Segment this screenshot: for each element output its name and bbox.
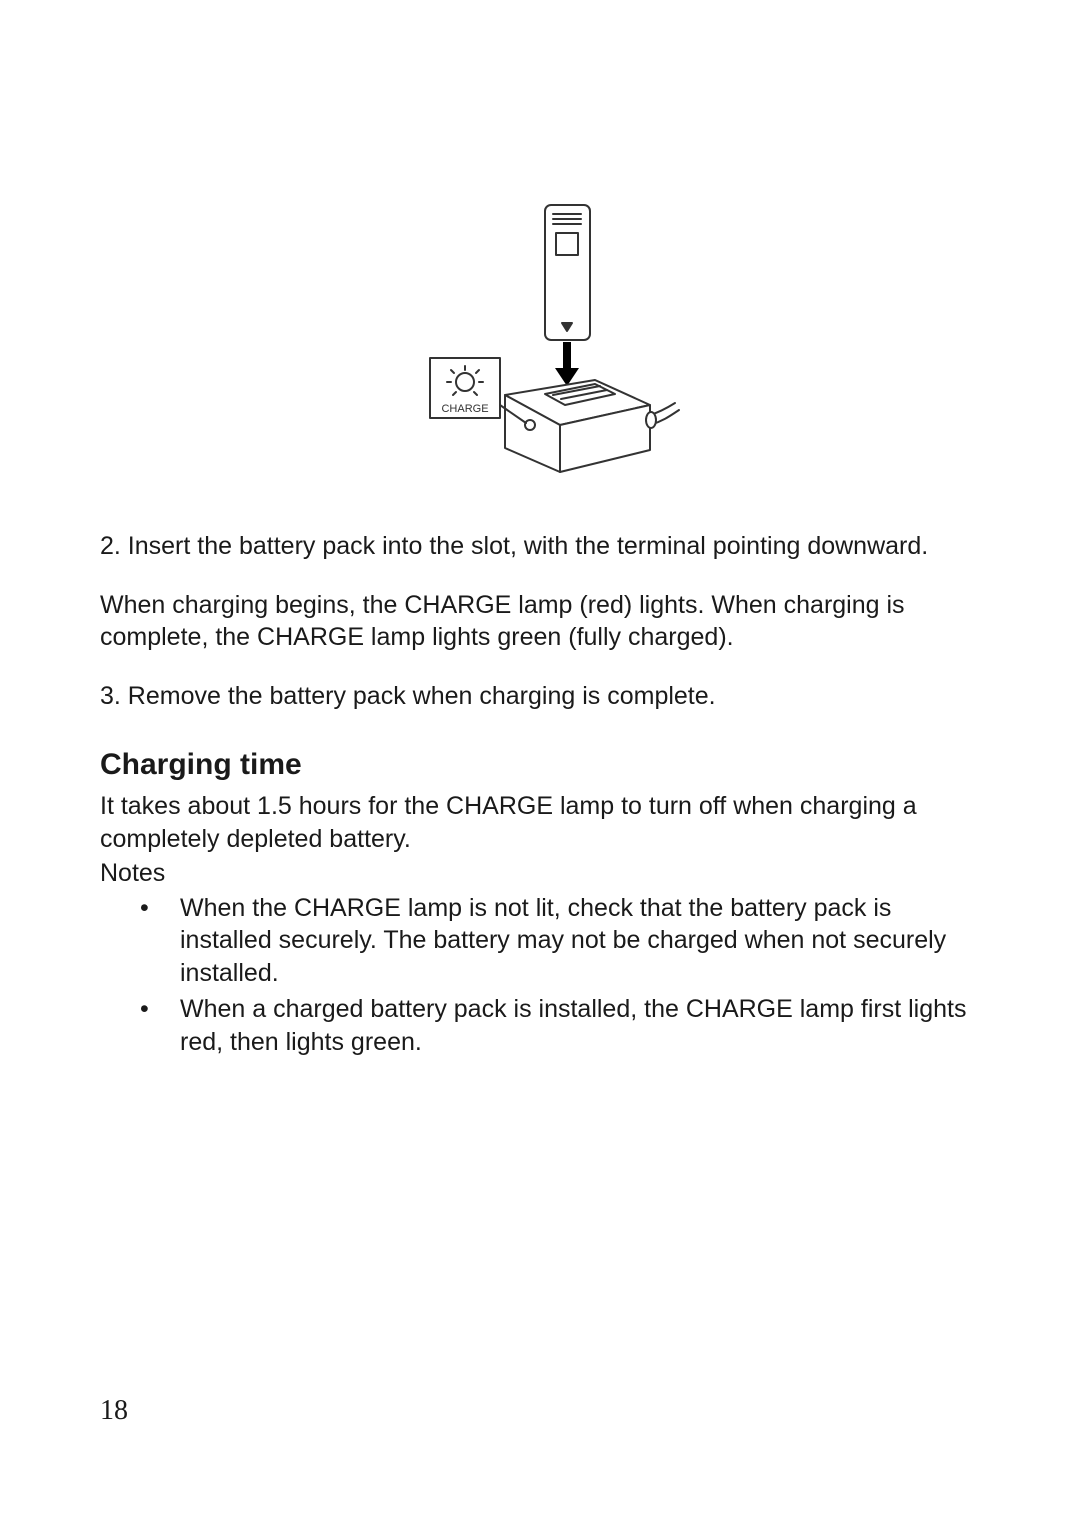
step-3-text: 3. Remove the battery pack when charging… xyxy=(100,680,980,713)
notes-list: When the CHARGE lamp is not lit, check t… xyxy=(100,892,980,1059)
page-number: 18 xyxy=(100,1395,128,1427)
list-item: When the CHARGE lamp is not lit, check t… xyxy=(140,892,980,990)
step-2-text: 2. Insert the battery pack into the slot… xyxy=(100,530,980,563)
charging-time-heading: Charging time xyxy=(100,748,980,782)
battery-charger-illustration: CHARGE xyxy=(395,200,685,490)
notes-label: Notes xyxy=(100,857,980,890)
manual-page: CHARGE 2. Insert the battery pack into t… xyxy=(0,0,1080,1517)
charging-begins-text: When charging begins, the CHARGE lamp (r… xyxy=(100,589,980,654)
charge-lamp-label: CHARGE xyxy=(441,403,488,415)
charging-time-body: It takes about 1.5 hours for the CHARGE … xyxy=(100,790,980,855)
list-item: When a charged battery pack is installed… xyxy=(140,993,980,1058)
